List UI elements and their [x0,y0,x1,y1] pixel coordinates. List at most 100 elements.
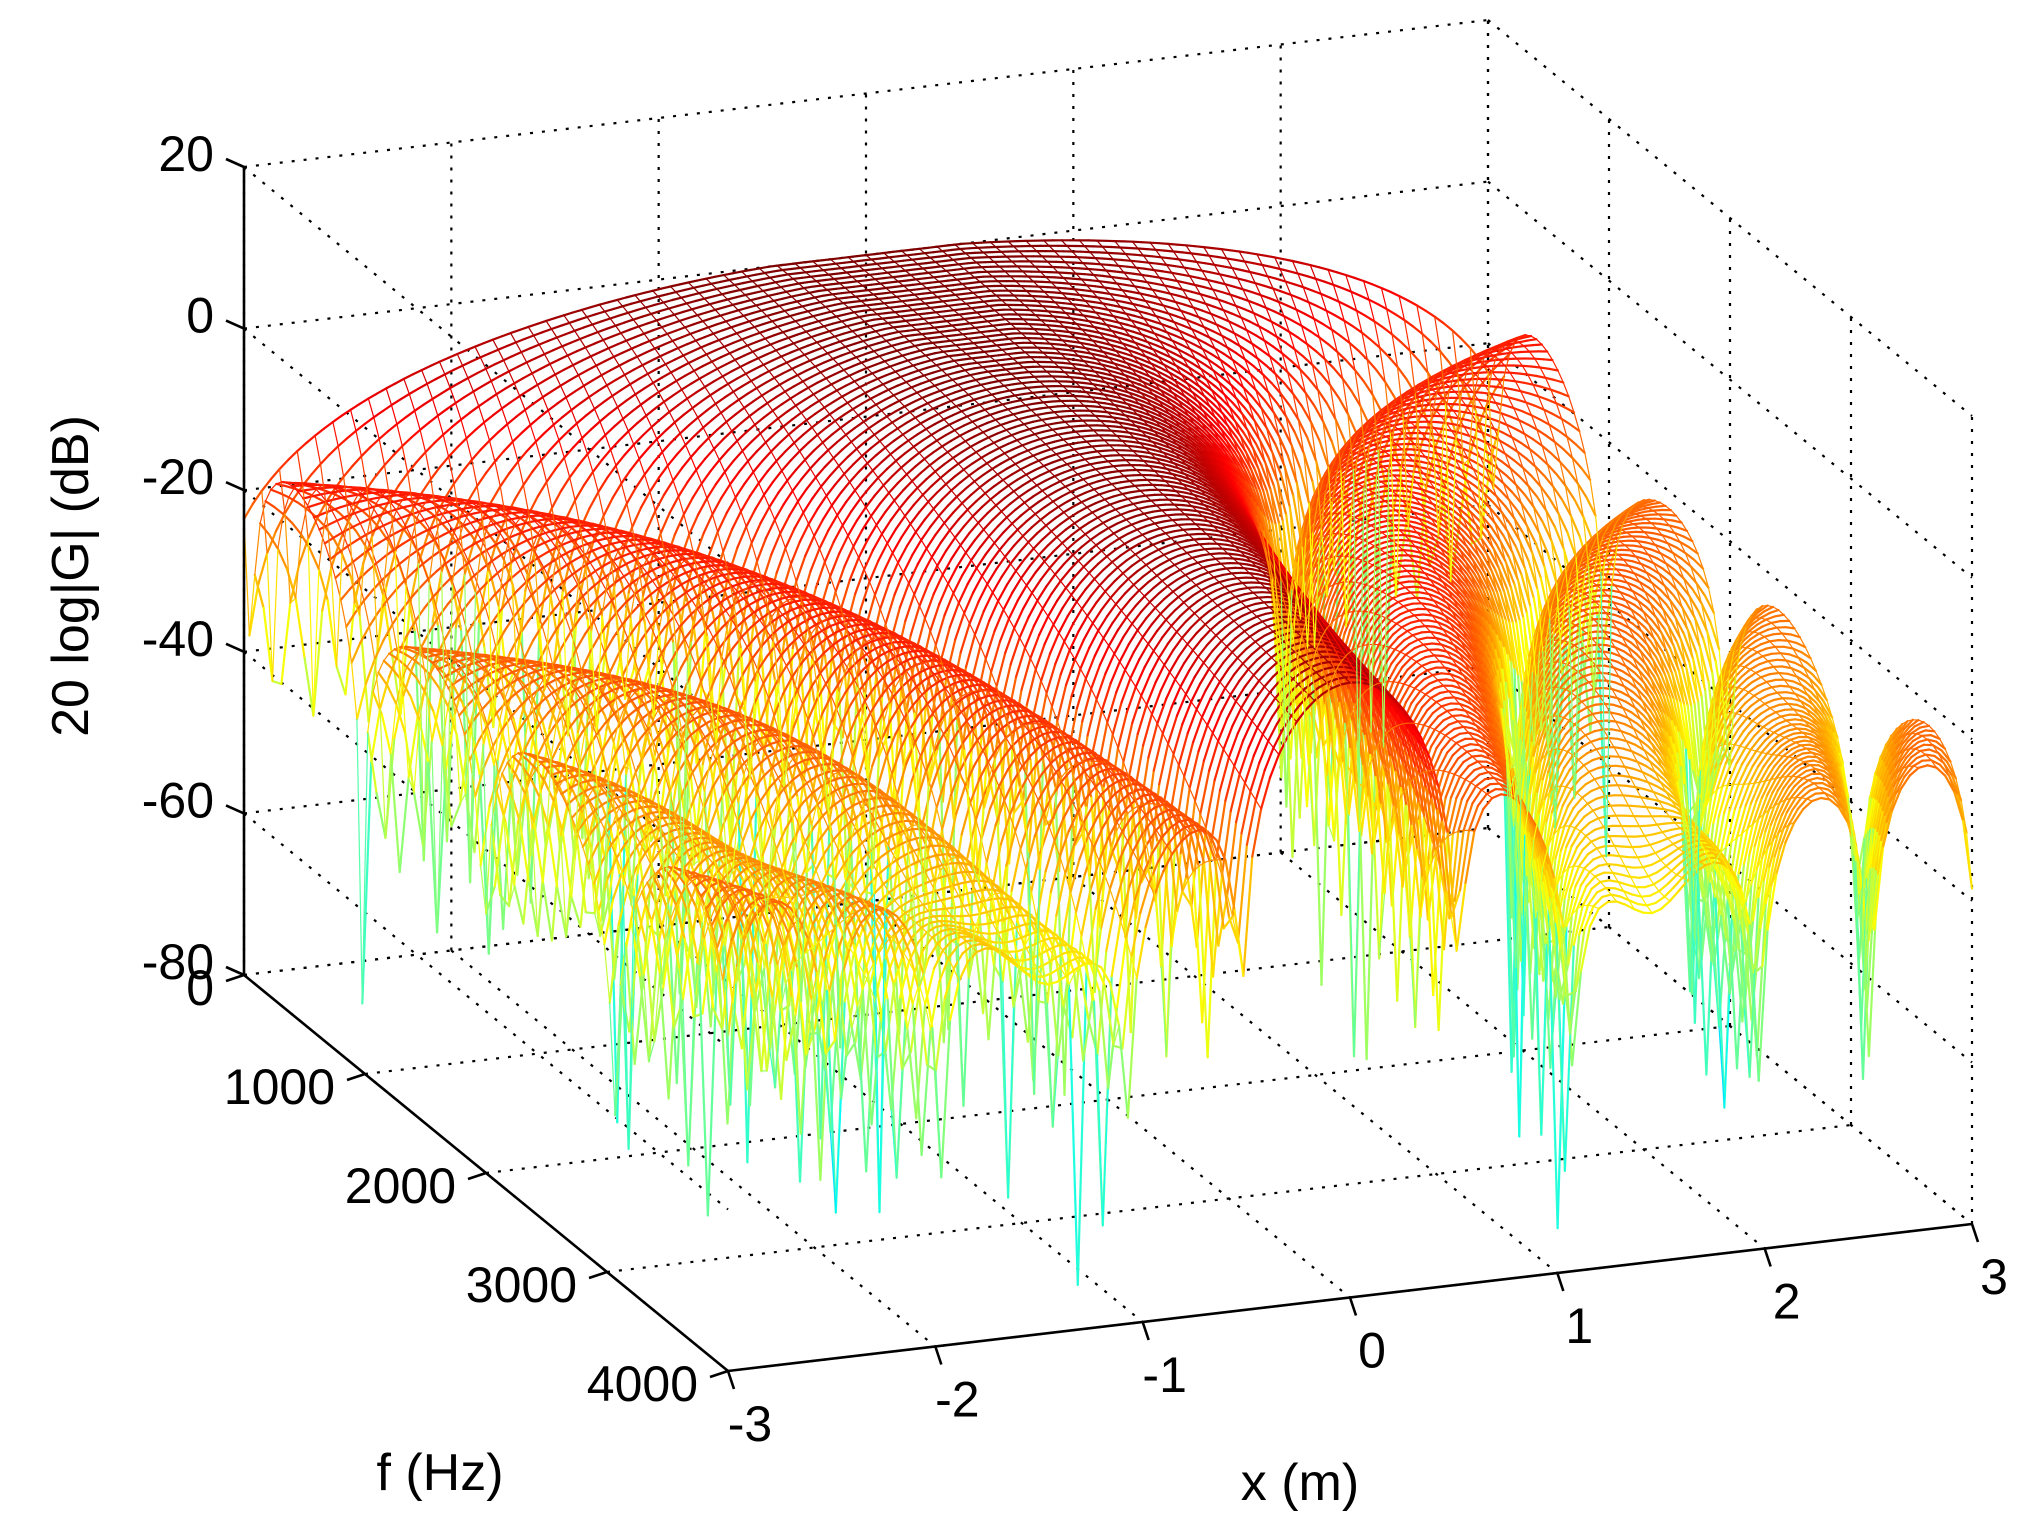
surface-segment [570,402,582,412]
surface-segment [916,428,928,436]
surface-segment [721,290,733,296]
surface-segment [526,608,538,623]
surface-segment [848,471,860,484]
surface-segment [893,259,905,263]
surface-segment [983,405,995,411]
surface-segment [552,345,564,352]
surface-segment [863,268,875,272]
surface-segment [447,352,459,359]
surface-segment [817,317,829,323]
surface-segment [732,385,744,393]
surface-segment [797,281,809,285]
surface-segment [709,459,721,473]
surface-segment [775,450,787,463]
surface-segment [899,372,911,378]
surface-segment [937,254,949,258]
surface-segment [833,332,845,338]
surface-segment [926,439,938,448]
surface-segment [344,512,356,518]
surface-segment [852,309,865,314]
surface-segment [1240,451,1253,470]
surface-segment [1296,336,1309,346]
surface-segment [721,370,733,378]
surface-segment [1224,409,1236,422]
surface-segment [757,353,769,360]
surface-segment [1105,297,1117,302]
surface-segment [359,518,371,525]
surface-segment [1177,294,1190,300]
surface-segment [1383,380,1396,398]
surface-segment [1073,358,1086,363]
surface-segment [1221,412,1233,425]
surface-segment [1192,402,1205,412]
surface-segment [501,518,513,523]
surface-segment [882,250,894,255]
surface-segment [812,388,824,396]
surface-segment [1514,427,1526,435]
surface-segment [1197,316,1209,322]
surface-segment [828,407,840,416]
surface-segment [442,425,454,436]
surface-segment [1300,405,1312,423]
surface-segment [372,563,384,596]
surface-segment [1312,317,1325,326]
surface-segment [1338,446,1350,458]
surface-segment [836,271,848,275]
surface-segment [1142,254,1154,258]
surface-segment [705,349,717,356]
surface-segment [771,317,783,323]
surface-segment [253,573,265,610]
surface-segment [736,275,749,280]
surface-segment [879,332,891,338]
surface-segment [1188,275,1200,279]
surface-segment [810,419,823,429]
surface-segment [637,372,649,380]
surface-segment [386,423,398,433]
surface-segment [949,338,961,342]
surface-segment [816,494,828,510]
surface-segment [810,301,822,306]
surface-segment [643,381,655,390]
surface-segment [1119,277,1131,281]
surface-segment [762,409,774,419]
surface-segment [763,270,775,275]
surface-segment [746,340,758,347]
surface-segment [855,506,867,522]
surface-segment [879,256,891,260]
surface-segment [328,551,340,561]
surface-segment [810,371,822,378]
surface-segment [1267,456,1279,482]
surface-segment [1215,280,1227,286]
surface-segment [1488,461,1500,470]
surface-segment [1103,257,1115,261]
surface-segment [1416,409,1428,413]
surface-segment [1066,344,1078,348]
surface-segment [696,497,709,516]
surface-segment [954,369,967,374]
surface-segment [1179,273,1191,278]
surface-segment [990,364,1002,368]
surface-segment [1316,388,1328,405]
surface-segment [658,307,671,313]
surface-segment [1071,326,1083,331]
surface-segment [367,647,379,723]
surface-segment [568,558,580,584]
surface-segment [883,394,895,401]
surface-segment [1186,297,1199,303]
surface-segment [1060,292,1072,296]
surface-segment [1142,344,1155,351]
surface-segment [766,459,778,473]
surface-segment [661,441,673,454]
surface-segment [476,519,488,532]
surface-segment [1072,261,1085,265]
surface-segment [1530,365,1542,369]
surface-segment [703,380,715,388]
surface-segment [1087,343,1100,348]
surface-segment [1162,304,1174,310]
surface-segment [1148,375,1160,382]
surface-segment [1084,324,1096,329]
surface-segment [1176,376,1188,385]
surface-segment [919,417,931,425]
surface-segment [436,767,448,934]
surface-segment [1182,384,1194,394]
